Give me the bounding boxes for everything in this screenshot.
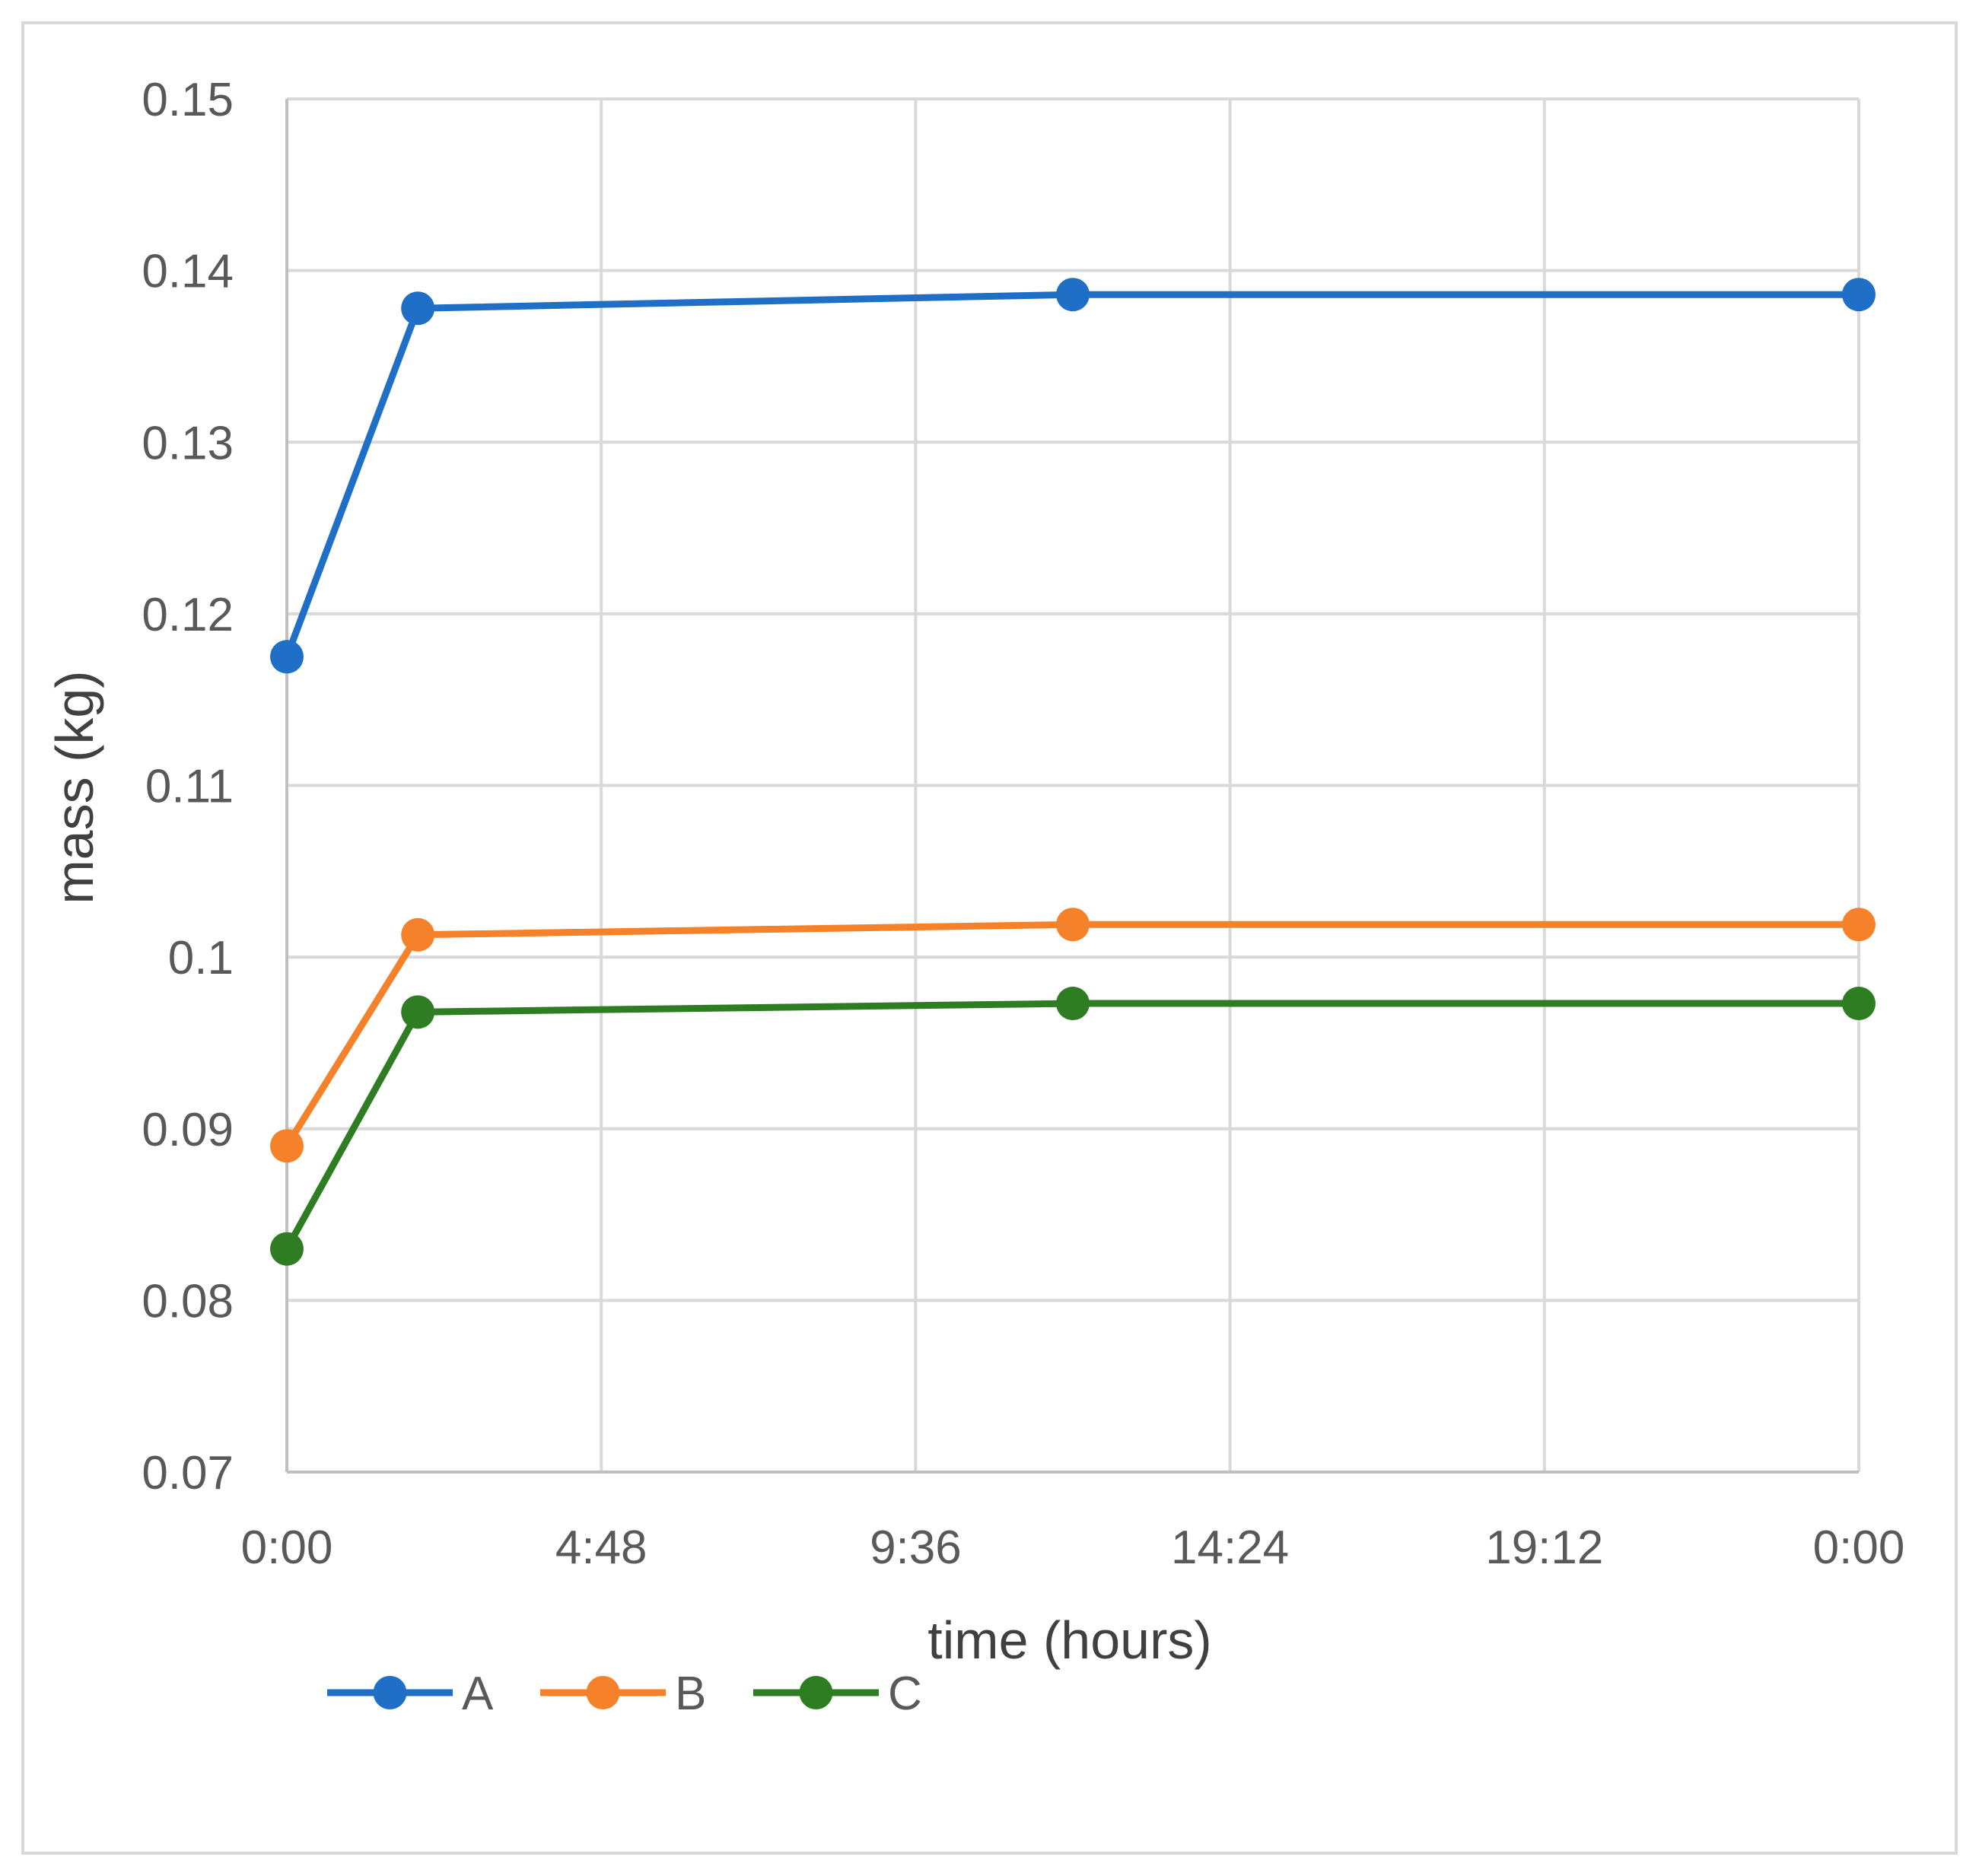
data-point-a [270, 640, 304, 674]
y-tick-label: 0.1 [168, 932, 234, 984]
y-tick-label: 0.07 [142, 1447, 234, 1499]
y-axis-title: mass (kg) [45, 670, 104, 904]
y-tick-label: 0.13 [142, 417, 234, 469]
legend: A B C [327, 1668, 922, 1720]
data-point-b [1056, 908, 1090, 942]
legend-marker-c [799, 1676, 833, 1709]
y-tick-label: 0.14 [142, 246, 234, 298]
x-tick-label: 9:36 [870, 1521, 962, 1574]
data-point-a [401, 291, 435, 326]
y-tick-label: 0.09 [142, 1104, 234, 1156]
series [270, 278, 1876, 1266]
x-tick-label: 0:00 [1813, 1521, 1905, 1574]
data-point-c [270, 1232, 304, 1266]
data-point-b [1842, 908, 1876, 942]
data-point-b [270, 1129, 304, 1163]
x-axis-title: time (hours) [927, 1610, 1211, 1670]
series-line-a [283, 291, 1859, 658]
y-tick-label: 0.11 [145, 761, 234, 813]
x-tick-label: 14:24 [1171, 1521, 1289, 1574]
data-point-b [401, 917, 435, 952]
series-line-c [284, 1000, 1859, 1251]
data-point-a [1056, 278, 1090, 312]
data-point-c [401, 995, 435, 1029]
legend-marker-a [373, 1676, 407, 1709]
gridlines [287, 97, 1860, 1472]
y-tick-label: 0.15 [142, 74, 234, 126]
series-line-b [284, 921, 1859, 1148]
x-tick-label: 0:00 [241, 1521, 333, 1574]
chart-frame [21, 21, 1958, 1855]
data-point-a [1842, 278, 1876, 312]
x-tick-label: 19:12 [1485, 1521, 1603, 1574]
legend-marker-b [586, 1676, 620, 1709]
data-point-c [1842, 987, 1876, 1021]
tick-labels: 0.07 0.08 0.09 0.1 0.11 0.12 0.13 0.14 0.15 0:00 4… [142, 74, 1904, 1574]
legend-label-a: A [462, 1668, 494, 1720]
data-point-c [1056, 987, 1090, 1021]
y-tick-label: 0.08 [142, 1275, 234, 1328]
legend-label-c: C [888, 1668, 922, 1720]
legend-label-b: B [675, 1668, 706, 1720]
y-tick-label: 0.12 [142, 589, 234, 641]
x-tick-label: 4:48 [555, 1521, 647, 1574]
